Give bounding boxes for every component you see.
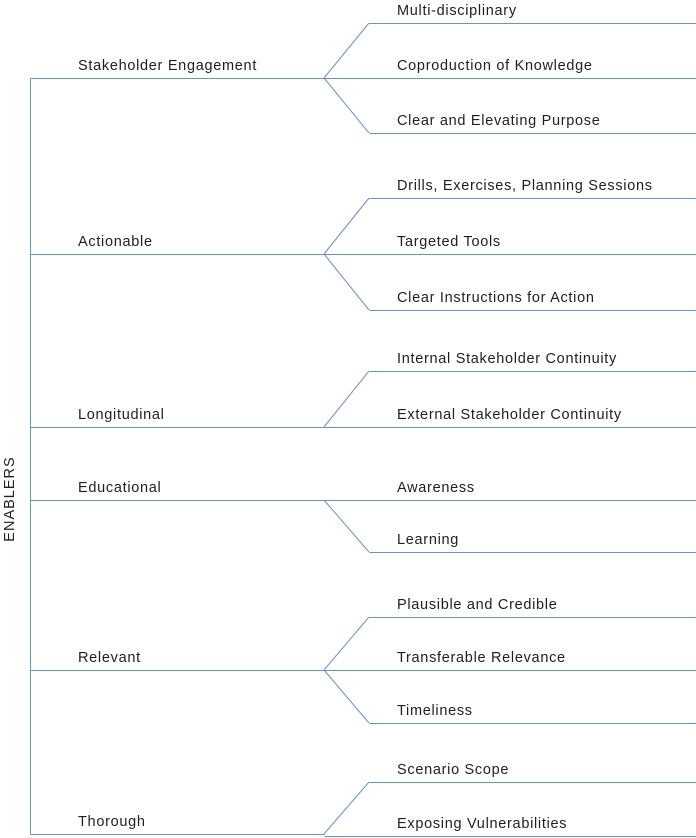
leaf-label: Transferable Relevance [397, 650, 566, 666]
leaf-label: Drills, Exercises, Planning Sessions [397, 178, 653, 194]
fork-diagonal [323, 22, 370, 79]
branch-label: Longitudinal [78, 407, 165, 423]
fork-diagonal [323, 253, 370, 311]
fork-diagonal [323, 499, 370, 553]
branch-label: Stakeholder Engagement [78, 58, 258, 74]
leaf-label: Multi-disciplinary [397, 3, 517, 19]
leaf-label: Timeliness [397, 703, 473, 719]
branch-label: Relevant [78, 650, 141, 666]
axis-label: ENABLERS [2, 456, 18, 542]
leaf-label: Internal Stakeholder Continuity [397, 351, 617, 367]
fork-diagonal [323, 197, 370, 255]
fork-diagonal [323, 781, 370, 835]
fork-diagonal [323, 370, 370, 428]
leaf-label: Clear and Elevating Purpose [397, 113, 601, 129]
leaf-label: Scenario Scope [397, 762, 510, 778]
leaf-label: Exposing Vulnerabilities [397, 816, 568, 832]
fork-diagonal [323, 616, 370, 671]
branch-label: Actionable [78, 234, 153, 250]
leaf-label: Plausible and Credible [397, 597, 558, 613]
leaf-label: Clear Instructions for Action [397, 290, 595, 306]
branch-label: Educational [78, 480, 162, 496]
leaf-label: Coproduction of Knowledge [397, 58, 593, 74]
leaf-label: External Stakeholder Continuity [397, 407, 622, 423]
leaf-label: Learning [397, 532, 460, 548]
branch-label: Thorough [78, 814, 146, 830]
fork-diagonal [323, 669, 370, 724]
leaf-label: Awareness [397, 480, 475, 496]
fork-diagonal [323, 77, 370, 134]
leaf-label: Targeted Tools [397, 234, 501, 250]
